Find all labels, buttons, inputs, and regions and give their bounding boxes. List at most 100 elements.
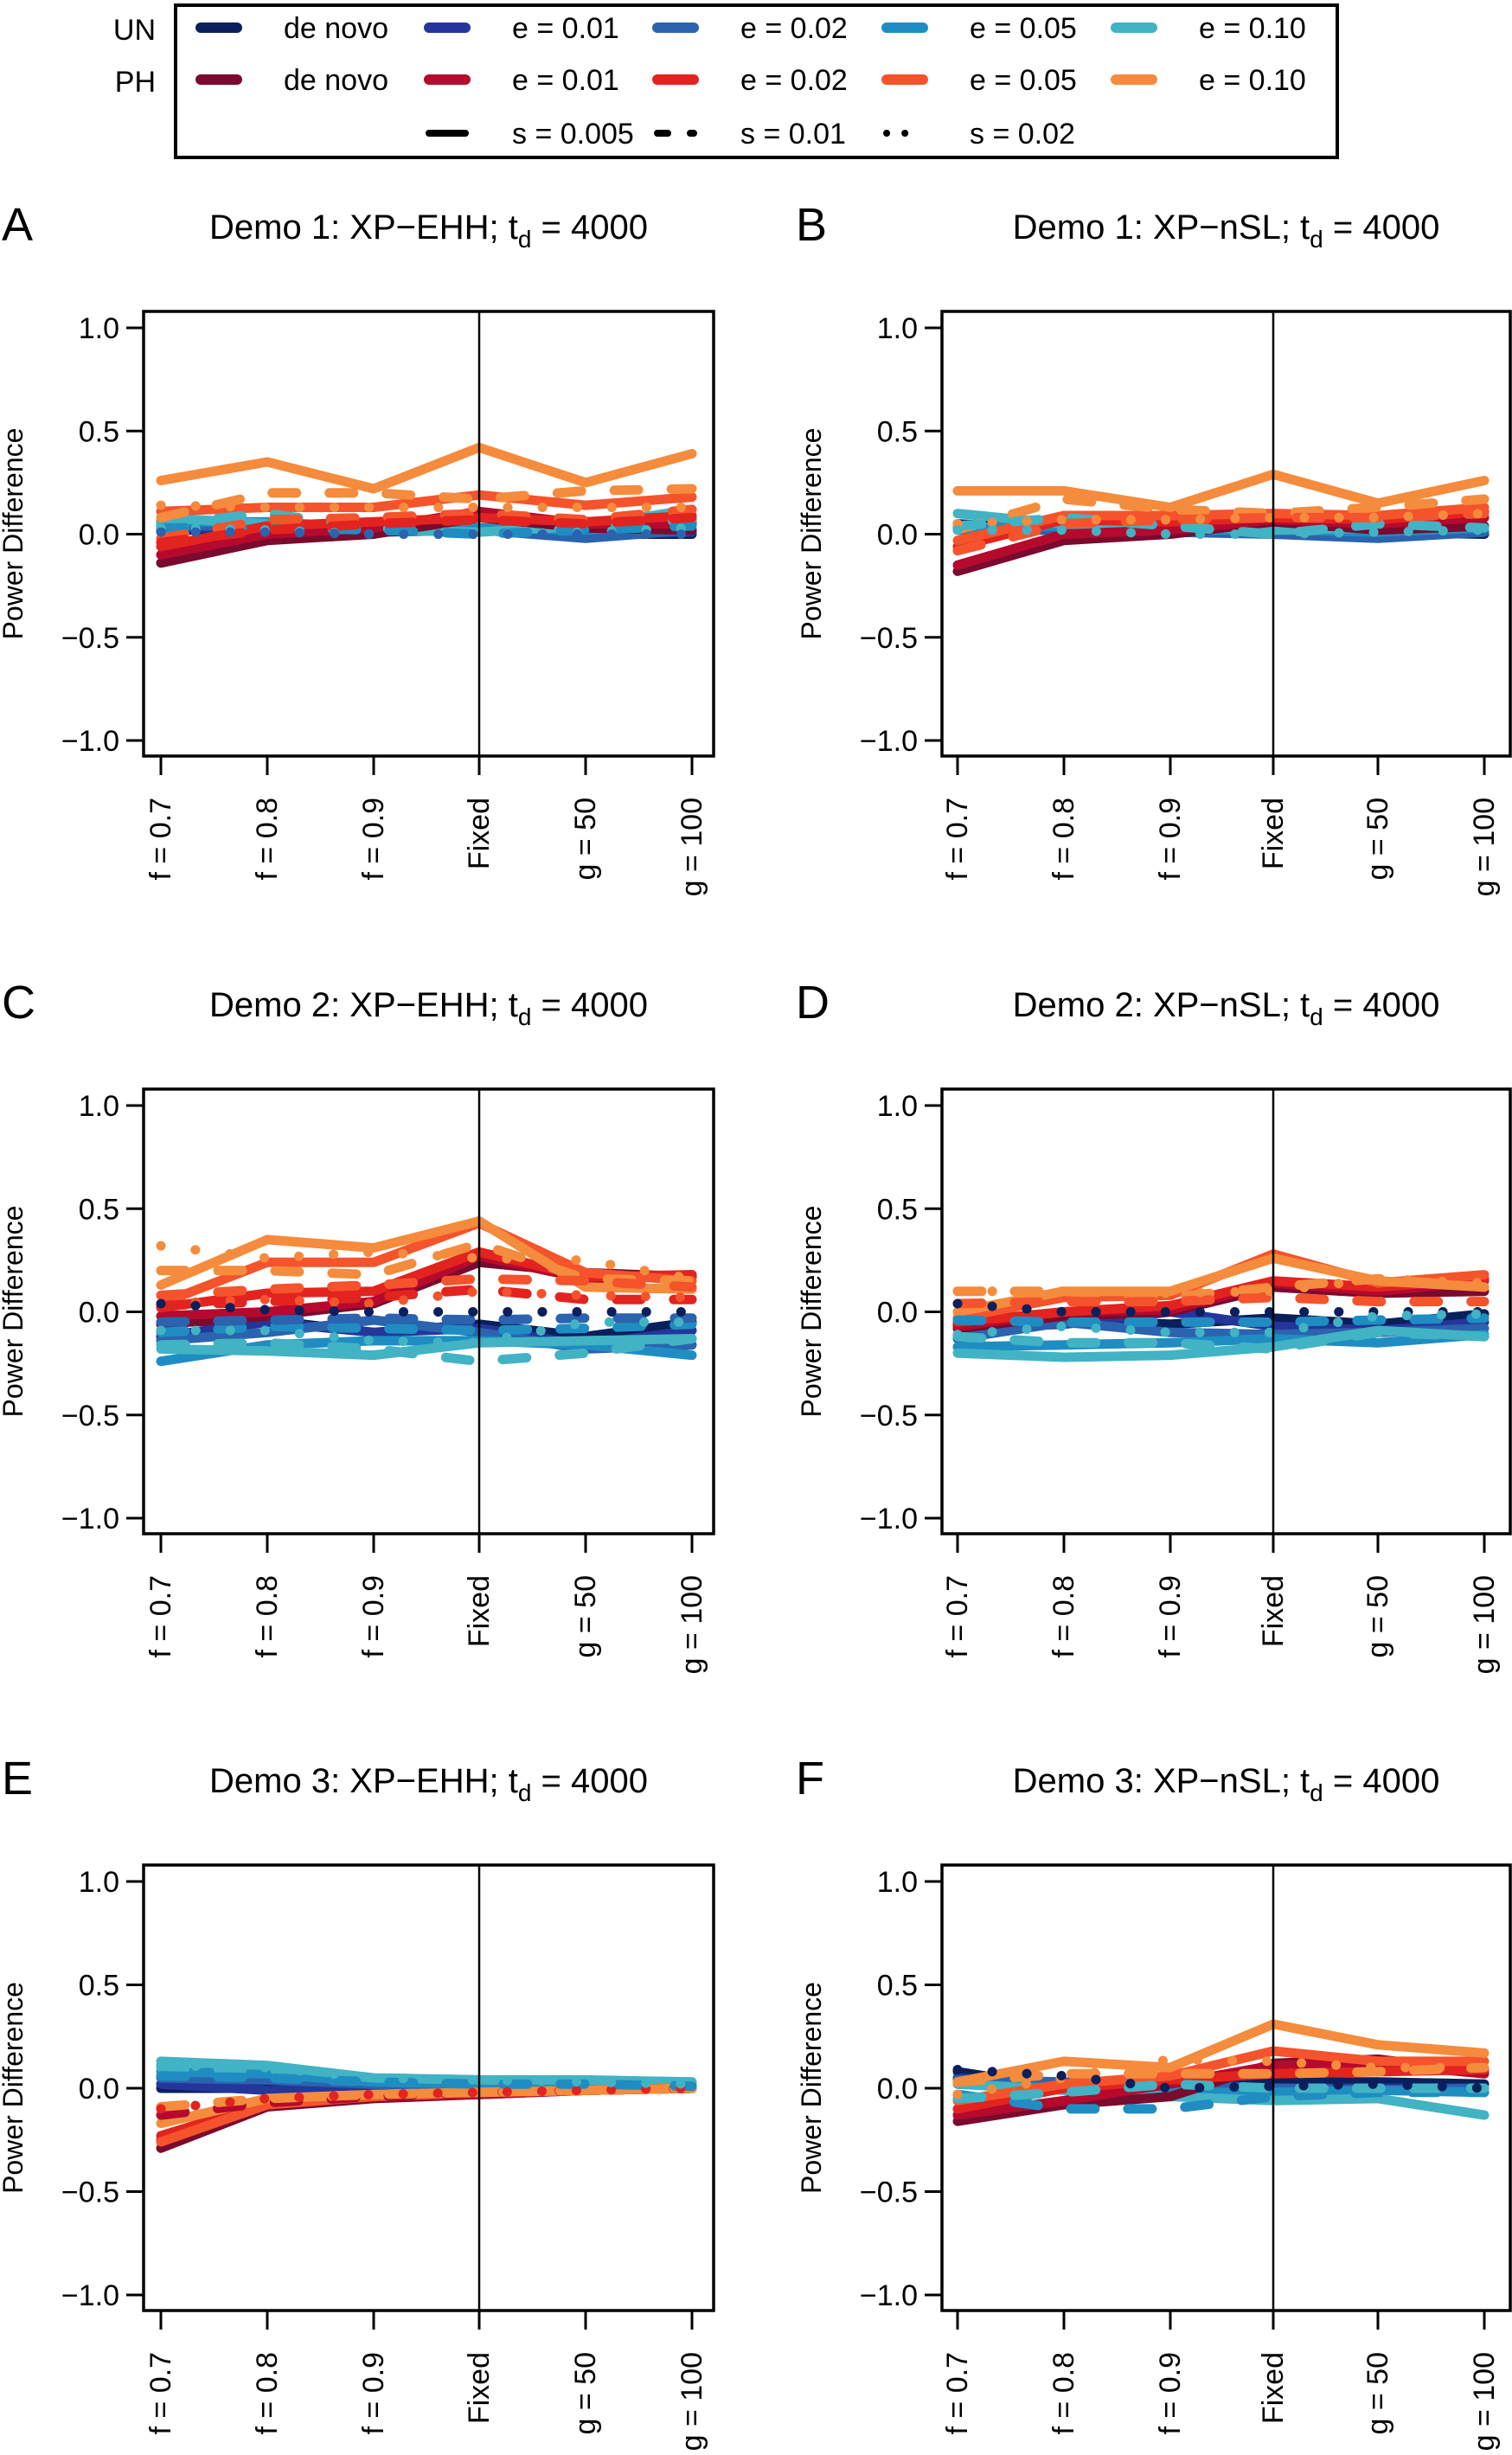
title-text: Demo 2: XP−EHH; t (209, 986, 518, 1024)
series-line (156, 1216, 697, 1294)
y-tick-label: −0.5 (860, 2176, 918, 2209)
title-subscript: d (1310, 1003, 1323, 1030)
panel-title: Demo 2: XP−EHH; td = 4000 (209, 986, 648, 1030)
y-tick-label: 1.0 (877, 1866, 918, 1899)
panel-e: E Demo 3: XP−EHH; td = 4000 1.0 0.5 0.0 −0.5 −… (0, 1753, 715, 2451)
y-axis-label: Power Difference (796, 428, 827, 640)
series-line (952, 503, 1490, 546)
y-tick-label: 1.0 (79, 1090, 119, 1123)
panel-b: B Demo 1: XP−nSL; td = 4000 1.0 0.5 0.0 −0.5 −… (796, 199, 1512, 896)
x-tick-label: f = 0.8 (251, 1575, 284, 1657)
series-line (952, 2019, 1490, 2087)
title-text: Demo 3: XP−nSL; t (1013, 1762, 1310, 1800)
title-subscript: d (518, 226, 532, 253)
y-tick-label: 0.5 (877, 1193, 918, 1226)
title-tail: = 4000 (531, 208, 648, 247)
title-tail: = 4000 (1323, 986, 1440, 1024)
x-tick-label: g = 100 (676, 1575, 708, 1674)
panel-title: Demo 3: XP−EHH; td = 4000 (209, 1762, 648, 1806)
panel-letter: E (2, 1753, 33, 1804)
title-tail: = 4000 (1323, 208, 1440, 247)
legend-item-label: e = 0.02 (740, 12, 848, 45)
y-tick-label: −1.0 (860, 2279, 918, 2312)
panel-title: Demo 2: XP−nSL; td = 4000 (1013, 986, 1440, 1030)
y-tick-label: −1.0 (860, 1503, 918, 1535)
series-line (156, 2056, 697, 2087)
panel-letter: F (796, 1753, 824, 1804)
series-line (156, 2083, 697, 2129)
y-tick-label: 0.5 (79, 1970, 119, 2003)
series-line (952, 469, 1490, 512)
x-tick-label: f = 0.9 (357, 798, 390, 880)
y-axis-label: Power Difference (0, 1206, 29, 1418)
x-tick-label: Fixed (1257, 1575, 1290, 1647)
panel-c: C Demo 2: XP−EHH; td = 4000 1.0 0.5 0.0 −0.5 −… (0, 977, 715, 1674)
x-tick-label: f = 0.7 (941, 1575, 974, 1657)
y-tick-label: 1.0 (79, 312, 119, 345)
y-axis-label: Power Difference (796, 1982, 827, 2194)
legend-item-label: e = 0.02 (740, 64, 848, 97)
panel-a: A Demo 1: XP−EHH; td = 4000 1.0 0.5 0.0 −0.5 −… (0, 199, 715, 896)
x-tick-label: g = 50 (569, 2352, 602, 2434)
series-line (156, 1218, 697, 1309)
y-tick-label: 1.0 (79, 1866, 119, 1899)
y-tick-label: 0.0 (79, 519, 119, 552)
series-line (156, 510, 697, 552)
legend-row-label: UN (113, 14, 156, 47)
legend-item-label: e = 0.05 (970, 12, 1077, 45)
legend-style-label: s = 0.01 (740, 118, 846, 151)
x-tick-label: g = 50 (1361, 2352, 1394, 2434)
legend-item-label: e = 0.10 (1199, 12, 1306, 45)
y-tick-label: 1.0 (877, 1090, 918, 1123)
legend-style-label: s = 0.005 (512, 118, 634, 151)
x-tick-label: f = 0.8 (251, 798, 284, 880)
x-tick-label: f = 0.9 (357, 2352, 390, 2434)
y-tick-label: 0.0 (877, 2073, 918, 2106)
legend-style-label: s = 0.02 (970, 118, 1075, 151)
title-text: Demo 1: XP−nSL; t (1013, 208, 1310, 247)
x-tick-label: g = 50 (569, 1575, 602, 1657)
x-tick-label: g = 50 (1361, 798, 1394, 880)
series-group (156, 442, 697, 568)
x-tick-label: f = 0.9 (1154, 798, 1187, 880)
series-group (952, 469, 1490, 576)
x-tick-label: g = 100 (1468, 798, 1501, 896)
y-tick-label: 0.0 (79, 1297, 119, 1330)
legend-row-label: PH (115, 66, 156, 99)
legend-item-label: e = 0.10 (1199, 64, 1306, 97)
series-line (156, 490, 697, 516)
series-line (156, 1334, 697, 1361)
x-tick-label: f = 0.7 (144, 798, 177, 880)
x-tick-label: f = 0.8 (1048, 1575, 1080, 1657)
y-tick-label: 0.0 (79, 2073, 119, 2106)
x-tick-label: g = 100 (676, 2352, 708, 2451)
panel-title: Demo 3: XP−nSL; td = 4000 (1013, 1762, 1440, 1806)
series-group (952, 2019, 1490, 2126)
title-subscript: d (1310, 1779, 1323, 1806)
y-tick-label: 1.0 (877, 312, 918, 345)
legend: UN PH de novo e = 0.01 e = 0.02 e = 0.05 e = 0… (113, 3, 1339, 159)
title-subscript: d (1310, 226, 1323, 253)
y-tick-label: 0.0 (877, 519, 918, 552)
x-tick-label: Fixed (1257, 2352, 1290, 2424)
legend-item-label: e = 0.01 (512, 12, 619, 45)
x-tick-label: f = 0.8 (251, 2352, 284, 2434)
x-tick-label: f = 0.8 (1048, 2352, 1080, 2434)
title-tail: = 4000 (531, 1762, 648, 1800)
y-axis-label: Power Difference (0, 1982, 29, 2194)
series-line (156, 442, 697, 494)
x-tick-label: g = 50 (1361, 1575, 1394, 1657)
x-tick-label: f = 0.9 (357, 1575, 390, 1657)
x-tick-label: g = 50 (569, 798, 602, 880)
title-subscript: d (518, 1003, 532, 1030)
y-tick-label: 0.5 (877, 1970, 918, 2003)
series-line (952, 1325, 1490, 1362)
legend-item-label: de novo (284, 12, 388, 45)
legend-item-label: e = 0.01 (512, 64, 619, 97)
title-text: Demo 2: XP−nSL; t (1013, 986, 1310, 1024)
y-tick-label: −1.0 (61, 725, 119, 758)
x-tick-label: f = 0.7 (941, 2352, 974, 2434)
x-tick-label: f = 0.8 (1048, 798, 1080, 880)
x-tick-label: f = 0.7 (144, 2352, 177, 2434)
